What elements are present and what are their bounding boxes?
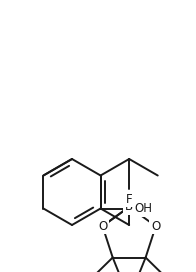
Text: OH: OH	[134, 202, 152, 215]
Text: O: O	[98, 220, 107, 233]
Text: B: B	[125, 200, 133, 213]
Text: O: O	[151, 220, 160, 233]
Text: F: F	[126, 193, 132, 206]
